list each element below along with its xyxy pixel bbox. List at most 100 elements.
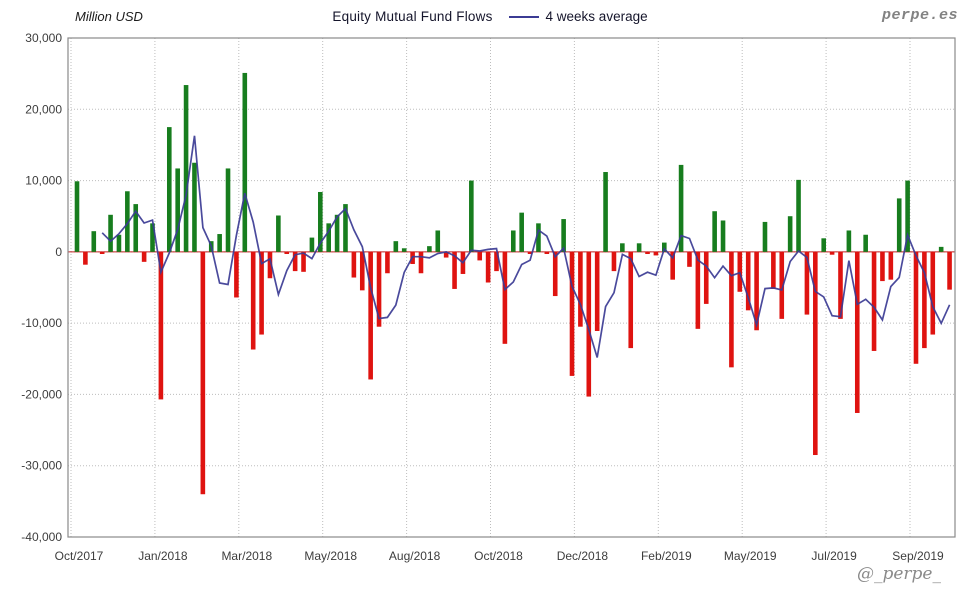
y-tick-label: 30,000 <box>25 31 62 45</box>
bar-negative <box>670 251 675 280</box>
x-tick-label: Dec/2018 <box>557 549 609 563</box>
bar-positive <box>863 234 868 252</box>
bar-negative <box>376 251 382 327</box>
bar-positive <box>620 243 625 252</box>
bar-positive <box>217 234 222 252</box>
bar-negative <box>284 251 290 254</box>
bar-negative <box>569 251 575 376</box>
average-line <box>101 135 951 358</box>
header-center: Equity Mutual Fund Flows 4 weeks average <box>0 9 980 24</box>
bar-negative <box>234 251 239 298</box>
bar-positive <box>510 230 516 252</box>
bar-negative <box>99 251 105 254</box>
bar-negative <box>771 251 776 289</box>
x-tick-label: Oct/2018 <box>474 549 523 563</box>
bar-positive <box>343 204 348 252</box>
legend: 4 weeks average <box>508 9 648 24</box>
y-tick-label: 10,000 <box>25 174 62 188</box>
bar-positive <box>712 211 717 252</box>
bar-positive <box>401 248 407 252</box>
bar-negative <box>594 251 600 331</box>
y-axis-unit-label: Million USD <box>75 9 143 24</box>
bar-positive <box>846 230 852 252</box>
bar-positive <box>821 238 827 252</box>
y-tick-label: -20,000 <box>21 387 62 401</box>
bar-positive <box>74 181 80 252</box>
footer-handle: @_perpe_ <box>856 564 941 584</box>
bar-negative <box>267 251 273 279</box>
y-tick-label: 20,000 <box>25 102 62 116</box>
bar-positive <box>116 234 122 252</box>
bar-positive <box>393 241 399 252</box>
bar-negative <box>301 251 306 272</box>
bar-positive <box>108 214 113 252</box>
bar-positive <box>561 219 566 252</box>
bar-negative <box>729 251 734 368</box>
x-tick-label: Oct/2017 <box>55 549 104 563</box>
bar-positive <box>192 162 197 252</box>
bar-positive <box>435 230 441 252</box>
bar-negative <box>443 251 449 258</box>
bar-negative <box>745 251 751 311</box>
bar-positive <box>905 180 910 252</box>
bar-negative <box>829 251 835 255</box>
y-tick-label: -30,000 <box>21 459 62 473</box>
bar-negative <box>838 251 843 319</box>
bar-negative <box>351 251 357 278</box>
bar-positive <box>326 223 331 252</box>
bar-negative <box>359 251 365 291</box>
y-tick-label: -10,000 <box>21 316 62 330</box>
bar-positive <box>636 243 642 252</box>
bar-positive <box>91 231 97 252</box>
bar-negative <box>888 251 894 280</box>
bar-positive <box>536 223 541 252</box>
bar-negative <box>552 251 558 297</box>
bar-positive <box>519 212 524 252</box>
bar-negative <box>586 251 592 397</box>
plot-frame <box>67 37 956 538</box>
bar-positive <box>125 191 130 252</box>
bar-negative <box>494 251 499 272</box>
bar-positive <box>309 237 315 252</box>
bar-negative <box>854 251 860 413</box>
bar-negative <box>754 251 759 331</box>
bar-negative <box>922 251 927 349</box>
bar-negative <box>880 251 885 282</box>
chart-title: Equity Mutual Fund Flows <box>332 9 493 24</box>
bar-negative <box>544 251 550 254</box>
bar-negative <box>158 251 164 400</box>
x-tick-label: Mar/2018 <box>221 549 272 563</box>
bar-negative <box>653 251 659 256</box>
bar-positive <box>762 221 768 252</box>
brand-watermark: perpe.es <box>881 7 958 24</box>
bar-negative <box>385 251 390 274</box>
legend-line-swatch <box>508 15 539 18</box>
bar-negative <box>779 251 785 319</box>
bar-negative <box>502 251 508 344</box>
legend-label: 4 weeks average <box>545 9 648 24</box>
bar-negative <box>703 251 709 304</box>
bar-negative <box>871 251 877 351</box>
bar-positive <box>896 198 902 252</box>
bar-negative <box>200 251 206 495</box>
bar-positive <box>469 180 474 252</box>
bar-negative <box>645 251 650 254</box>
bar-negative <box>452 251 457 289</box>
bar-negative <box>141 251 147 262</box>
bar-positive <box>242 72 248 252</box>
bar-negative <box>930 251 936 335</box>
bar-positive <box>603 172 608 252</box>
bar-negative <box>628 251 634 349</box>
bar-negative <box>485 251 491 283</box>
bar-negative <box>418 251 424 274</box>
bar-positive <box>225 168 231 252</box>
bar-negative <box>804 251 810 315</box>
bar-negative <box>947 251 952 290</box>
bar-negative <box>368 251 373 380</box>
bar-negative <box>913 251 919 364</box>
bar-positive <box>150 223 155 252</box>
x-tick-label: May/2019 <box>724 549 777 563</box>
y-tick-label: 0 <box>55 245 62 259</box>
bar-positive <box>796 179 801 252</box>
